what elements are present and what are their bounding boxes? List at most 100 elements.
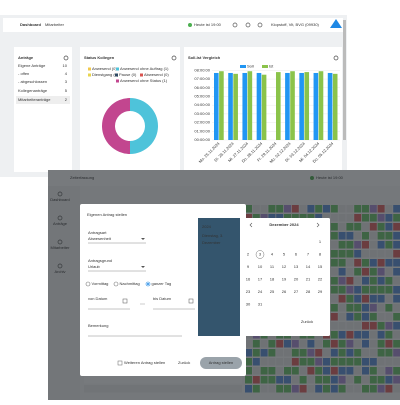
- submit-button[interactable]: [200, 357, 242, 369]
- field-value: Urlaub: [88, 264, 101, 269]
- bar: [219, 71, 224, 140]
- card-title: Status Kollegen: [84, 55, 115, 60]
- calendar-icon: [122, 298, 128, 304]
- back-button: Zurück: [301, 319, 313, 324]
- submit-label: Antrag stellen: [209, 360, 233, 365]
- scrollbar: [343, 20, 346, 140]
- label: Klopstoff, Vit, BVG (09930): [271, 22, 320, 27]
- day: 29: [318, 289, 323, 294]
- day: 20: [294, 277, 299, 282]
- legend-swatch: [116, 79, 119, 83]
- day: 31: [258, 302, 263, 307]
- bar: [318, 71, 324, 140]
- label: Dashboard: [20, 22, 41, 27]
- card-title: Soll-Ist Vergleich: [188, 55, 221, 60]
- legend-swatch: [116, 67, 119, 71]
- radio-label: ganzer Tag: [152, 281, 172, 286]
- label: 10: [63, 63, 68, 68]
- legend-label: Anwesend ohne Status (1): [120, 78, 168, 83]
- radio[interactable]: [145, 281, 151, 287]
- donut-segment: [101, 98, 130, 154]
- legend-label: Anwesend ohne Auftrag (1): [120, 66, 169, 71]
- label: 5: [65, 88, 68, 93]
- bar: [290, 71, 295, 140]
- day: 18: [270, 277, 275, 282]
- label: - abgeschlossen: [18, 79, 47, 84]
- radio[interactable]: [85, 281, 91, 287]
- day: 24: [258, 289, 263, 294]
- day: 22: [318, 277, 323, 282]
- day: 16: [246, 277, 251, 282]
- legend-label: Pause (0): [119, 72, 137, 77]
- legend-swatch: [115, 73, 118, 77]
- field-label: Bemerkung: [88, 323, 108, 328]
- day: 15: [318, 264, 323, 269]
- calendar-icon: [188, 298, 194, 304]
- donut-segment: [130, 98, 159, 154]
- radio[interactable]: [113, 281, 119, 287]
- label: Mitarbeiteranträge: [18, 97, 51, 102]
- card: [14, 47, 72, 172]
- legend-swatch: [88, 73, 91, 77]
- picker-date: Dienstag, 3.: [202, 233, 223, 238]
- y-tick-label: 03:00:00: [194, 111, 210, 116]
- checkbox: [117, 360, 123, 366]
- picker-date: Dezember: [202, 240, 221, 245]
- bar: [327, 72, 333, 140]
- y-tick-label: 08:00:00: [194, 67, 210, 72]
- label: 2: [65, 97, 68, 102]
- cancel-button: Zurück: [178, 360, 190, 365]
- day: 5: [283, 252, 286, 257]
- y-tick-label: 07:00:00: [194, 76, 210, 81]
- legend-label: Ist: [269, 64, 274, 69]
- bar: [285, 72, 290, 140]
- legend-swatch: [140, 73, 143, 77]
- day: 25: [270, 289, 275, 294]
- icon: [232, 22, 238, 28]
- bar: [261, 74, 267, 140]
- legend-label: Anwesend (0): [92, 66, 117, 71]
- bar: [313, 72, 319, 140]
- bar: [228, 72, 233, 140]
- field-value: Abwesenheit: [88, 236, 112, 241]
- bar: [299, 72, 304, 140]
- icon: [171, 55, 177, 61]
- picker-month: Dezember 2024: [269, 222, 299, 227]
- label: 3: [65, 79, 68, 84]
- icon: [257, 22, 263, 28]
- label: - offen: [18, 71, 29, 76]
- picker-year: 2024: [202, 224, 212, 229]
- legend-swatch: [262, 65, 268, 68]
- label: Kollegenanträge: [18, 88, 48, 93]
- dropdown: [141, 238, 145, 240]
- day: 30: [246, 302, 251, 307]
- day: 1: [319, 239, 322, 244]
- day: 10: [258, 264, 263, 269]
- day: 23: [246, 289, 251, 294]
- checkbox-label: Weiteren Antrag stellen: [124, 360, 165, 365]
- legend-label: Dienstgang (0): [92, 72, 119, 77]
- radio-dot: [147, 283, 149, 285]
- legend-label: Abwesend (0): [144, 72, 169, 77]
- label: Eigene Anträge: [18, 63, 46, 68]
- next-month[interactable]: [316, 222, 320, 228]
- prev-month[interactable]: [249, 222, 253, 228]
- label: Mitarbeiter: [45, 22, 65, 27]
- picker-header: [198, 218, 240, 336]
- legend-swatch: [240, 65, 246, 68]
- day: 4: [271, 252, 274, 257]
- day: 27: [294, 289, 299, 294]
- selected-day: [255, 250, 265, 259]
- label: Heute ist 19:00: [194, 22, 222, 27]
- field-label: bis Datum: [153, 296, 172, 301]
- day: 14: [306, 264, 311, 269]
- field-label: von Datum: [88, 296, 108, 301]
- day: 6: [295, 252, 298, 257]
- dropdown: [141, 266, 145, 268]
- bar: [247, 71, 253, 140]
- field-label: Antragsgrund: [88, 258, 112, 263]
- bar: [256, 72, 262, 140]
- day: 8: [319, 252, 322, 257]
- field-label: Antragsart: [88, 230, 107, 235]
- day: 12: [282, 264, 287, 269]
